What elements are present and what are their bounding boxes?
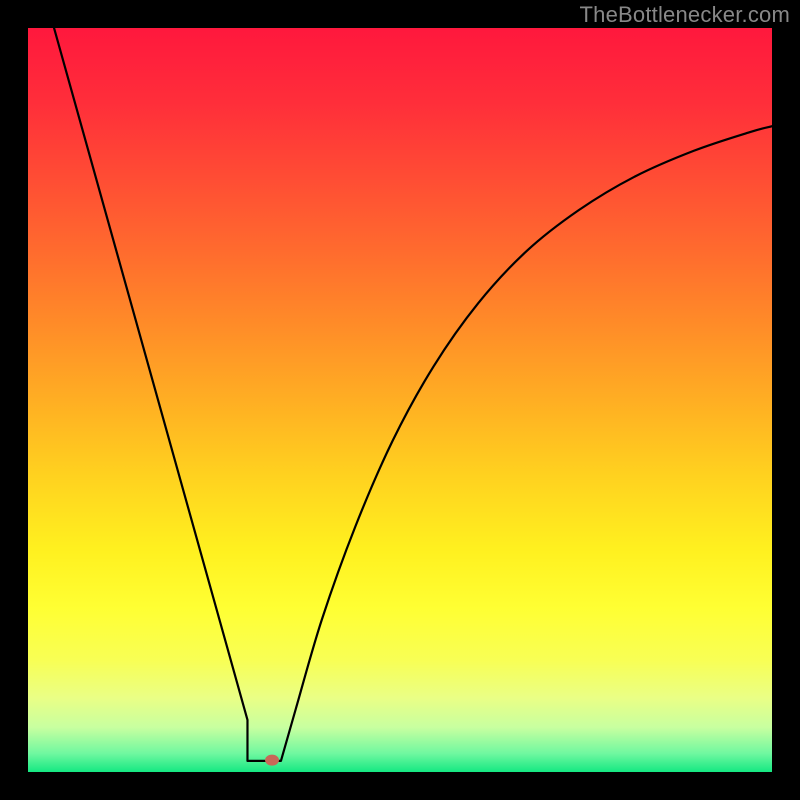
chart-container: TheBottlenecker.com [0,0,800,800]
watermark-text: TheBottlenecker.com [580,2,790,28]
valley-marker [265,755,279,766]
bottleneck-curve-chart [0,0,800,800]
plot-background [28,28,772,772]
